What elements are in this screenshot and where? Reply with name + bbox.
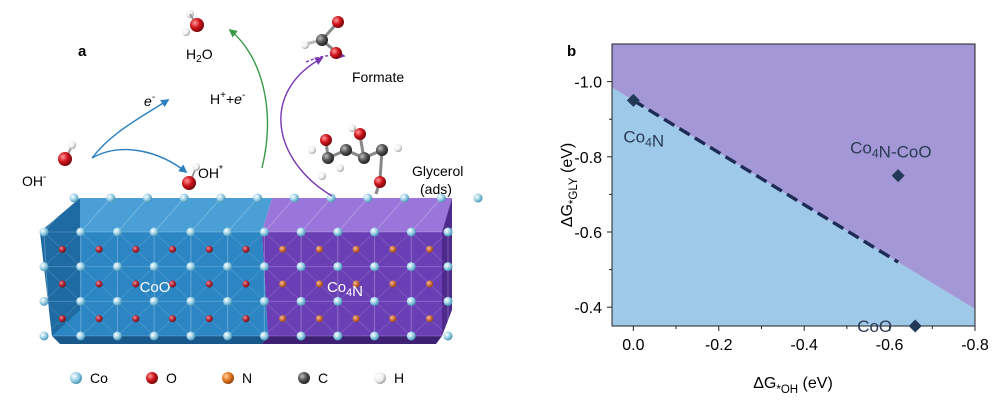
- water-label: H2O: [186, 46, 213, 65]
- x-tick-label: -0.2: [705, 337, 733, 354]
- point-label-co4n-coo: Co4N-CoO: [850, 139, 931, 162]
- legend-item-co: Co: [70, 370, 108, 386]
- hydroxide-label: OH-: [22, 172, 46, 189]
- region-bottom: [612, 87, 975, 326]
- legend-item-h: H: [374, 370, 404, 386]
- x-tick-label: -0.8: [961, 337, 989, 354]
- plot-frame: [611, 43, 976, 327]
- water-formation-arrow: [228, 28, 269, 169]
- y-tick-label: -0.8: [574, 150, 602, 167]
- point-label-co4n: Co4N: [623, 127, 664, 150]
- glycerol-molecule: [308, 124, 402, 195]
- legend-swatch: [298, 372, 310, 384]
- electron-transfer-arrow: [91, 99, 170, 159]
- hydroxide-adsorption-arrow: [91, 148, 188, 174]
- legend-swatch: [374, 372, 386, 384]
- slab-atoms: [39, 193, 483, 341]
- hydroxide-molecule: [58, 141, 76, 166]
- region-top: [612, 44, 975, 310]
- adsorbed-hydroxide: [182, 163, 200, 190]
- y-axis-ticks: -1.0 -0.8 -0.6 -0.4: [574, 75, 612, 317]
- legend-label: N: [242, 370, 252, 386]
- boundary-line: [632, 98, 900, 264]
- legend-swatch: [222, 372, 234, 384]
- legend-label: C: [318, 370, 328, 386]
- water-molecule: [182, 10, 204, 36]
- panel-b-label: b: [567, 43, 576, 60]
- co4n-slab-label: Co4N: [327, 279, 363, 300]
- legend-label: O: [166, 370, 177, 386]
- glycerol-adsorbed-label: (ads): [420, 181, 452, 197]
- coo-slab-label: CoO: [140, 279, 171, 296]
- legend-swatch: [146, 372, 158, 384]
- panel-a-label: a: [78, 43, 87, 60]
- glycerol-label: Glycerol: [412, 163, 463, 179]
- proton-electron-label: H++e-: [210, 90, 245, 107]
- y-tick-label: -0.6: [574, 225, 602, 242]
- x-axis-label: ΔG*OH (eV): [753, 375, 833, 396]
- legend-item-n: N: [222, 370, 252, 386]
- point-co4n: [626, 93, 640, 107]
- x-tick-label: -0.4: [790, 337, 818, 354]
- atom-legend: Co O N C H: [70, 370, 404, 386]
- x-tick-label: -0.6: [876, 337, 904, 354]
- legend-label: Co: [90, 370, 108, 386]
- formate-label: Formate: [352, 69, 404, 85]
- y-tick-label: -1.0: [574, 75, 602, 92]
- point-label-coo: CoO: [857, 317, 892, 336]
- coo-slab: [40, 198, 272, 344]
- adsorbed-hydroxide-label: OH*: [198, 164, 223, 181]
- glycerol-oxidation-arrow: [280, 57, 333, 197]
- legend-swatch: [70, 372, 82, 384]
- electron-label: e-: [144, 92, 156, 109]
- point-co4n-coo: [891, 169, 905, 183]
- panel-b: b 0.0 -0.2 -0.4 -0.6 -0.8 -1.0 -0.8 -0.6 -0.4 C…: [559, 43, 989, 396]
- data-point-labels: Co4N Co4N-CoO CoO: [623, 127, 931, 336]
- panel-a: a CoO Co4N H2O: [22, 10, 483, 386]
- x-axis-ticks: 0.0 -0.2 -0.4 -0.6 -0.8: [622, 326, 989, 354]
- y-axis-label: ΔG*GLY (eV): [559, 143, 580, 227]
- formate-molecule: [301, 16, 344, 59]
- legend-label: H: [394, 370, 404, 386]
- y-tick-label: -0.4: [574, 300, 602, 317]
- legend-item-o: O: [146, 370, 177, 386]
- point-coo: [908, 319, 922, 333]
- slab-octahedra: [43, 197, 479, 337]
- data-points: [626, 93, 922, 333]
- x-tick-label: 0.0: [622, 337, 644, 354]
- legend-item-c: C: [298, 370, 328, 386]
